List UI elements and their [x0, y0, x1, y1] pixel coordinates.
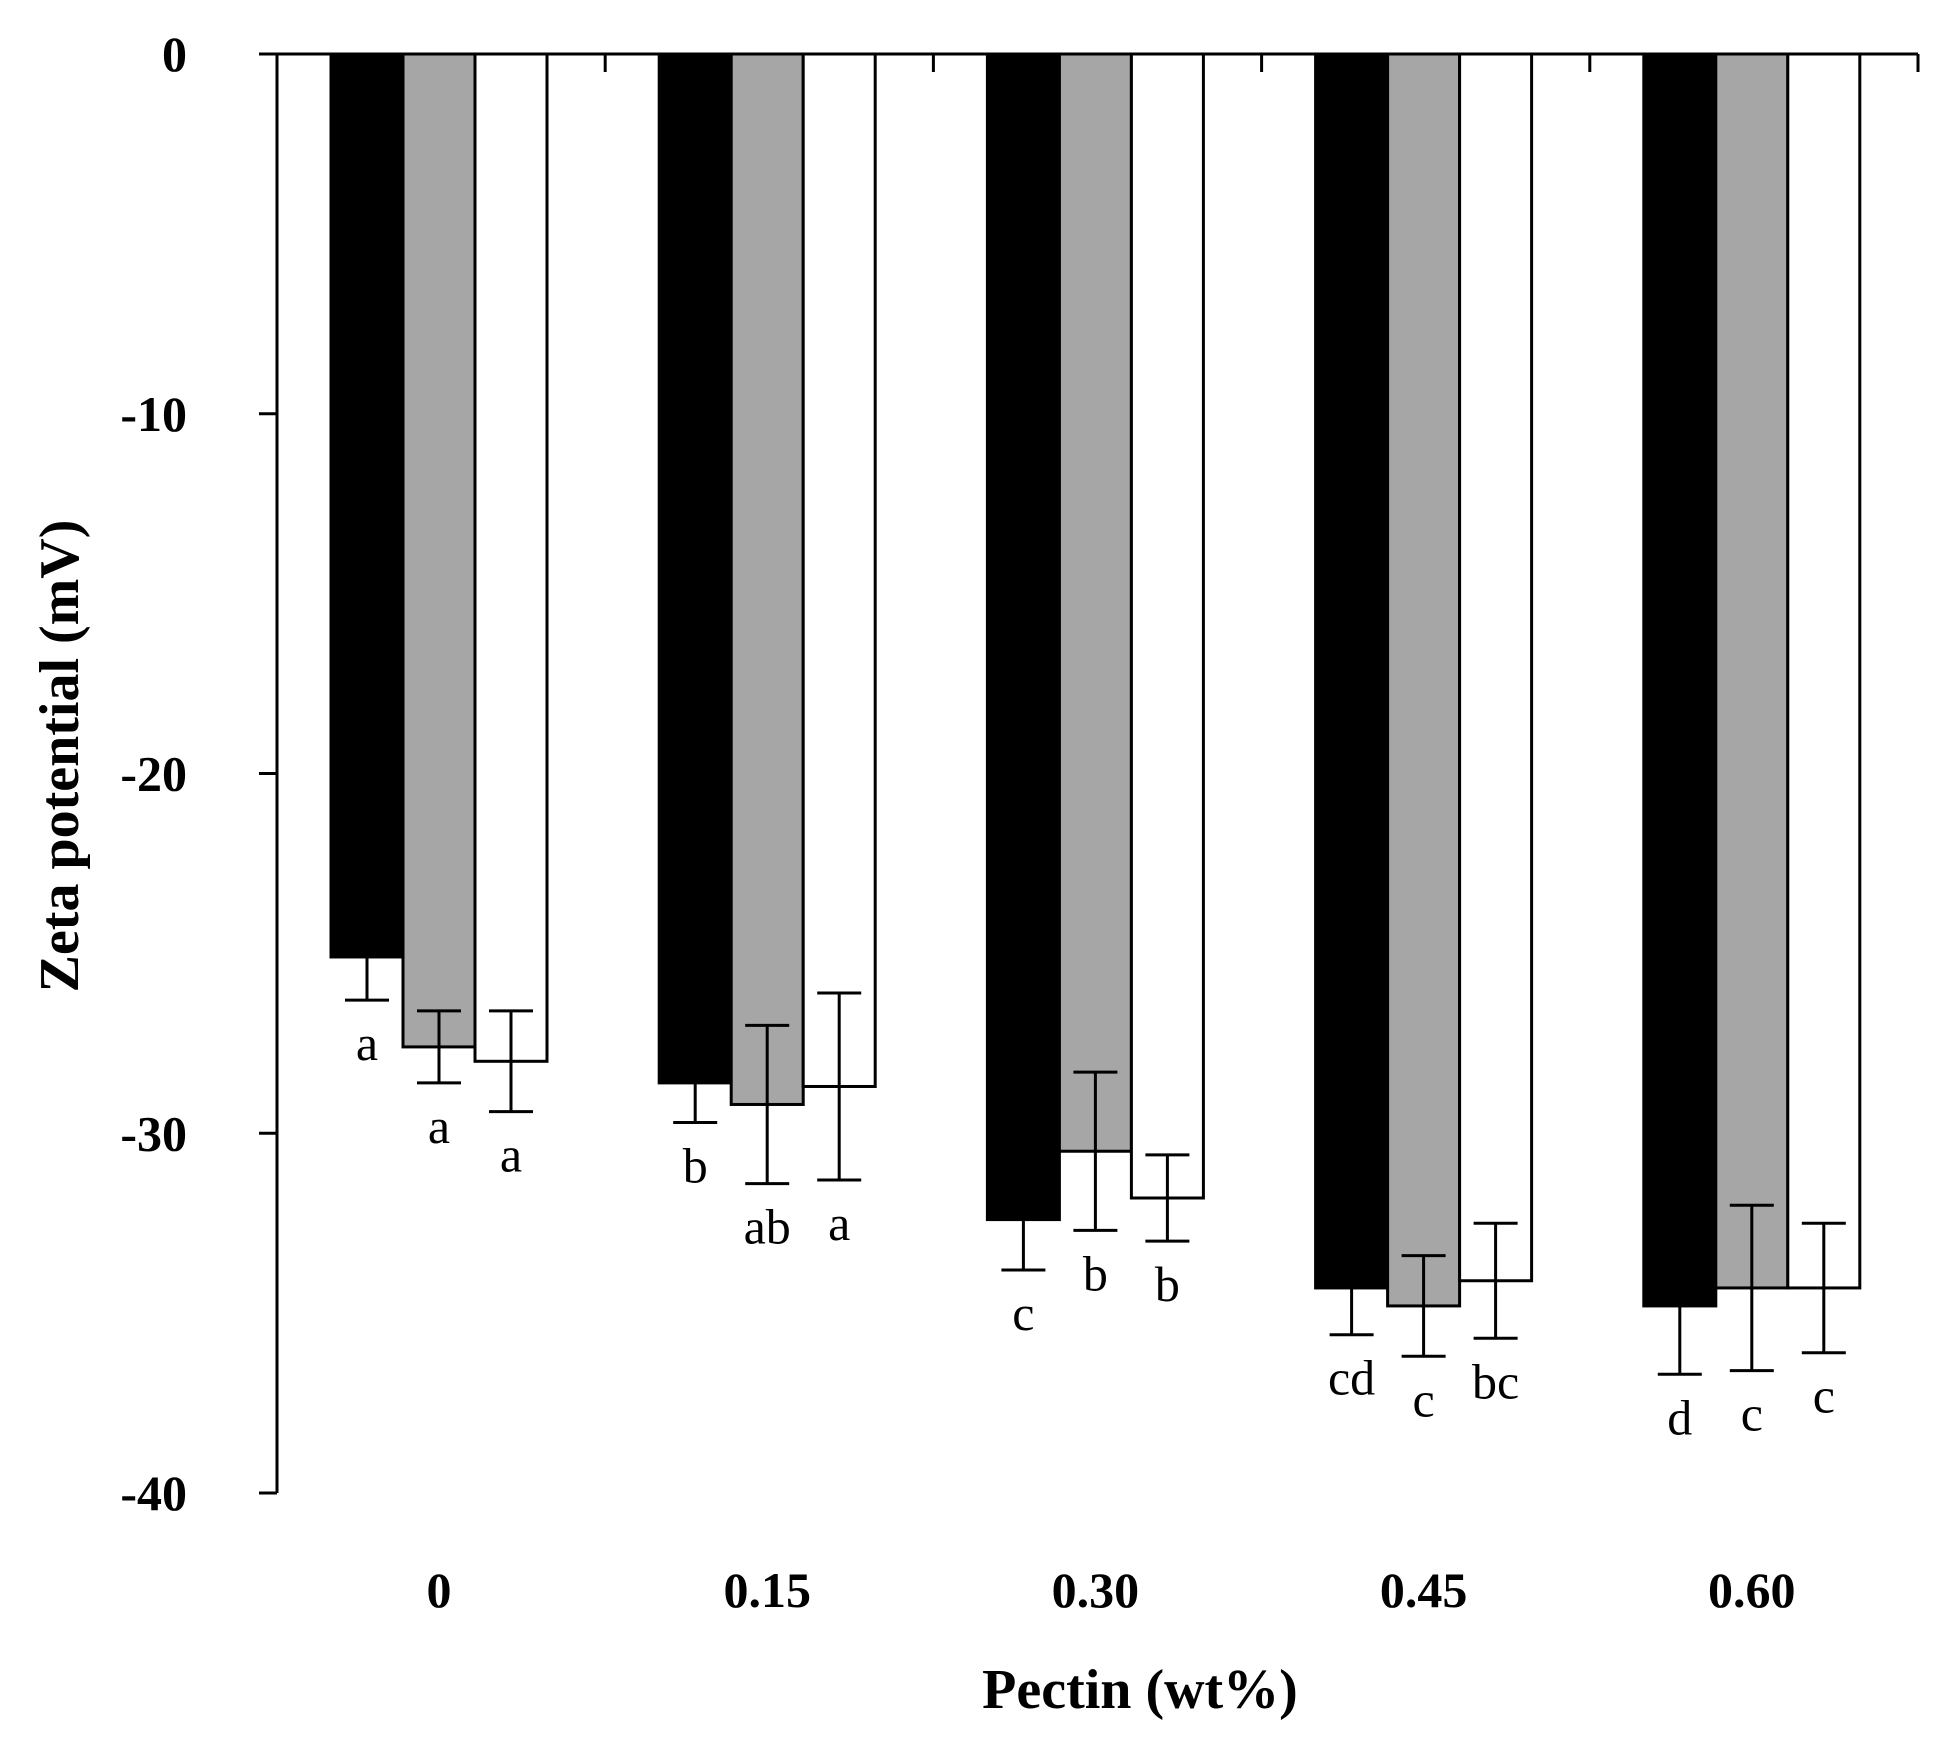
significance-letter-series3-0.15: a [828, 1195, 850, 1251]
bars-layer [329, 52, 1862, 1308]
error-bar-series3-0.60 [1801, 1221, 1846, 1355]
significance-letter-series1-0.60: d [1667, 1389, 1692, 1445]
error-bar-series1-0.15 [673, 1041, 718, 1124]
significance-letter-series3-0.30: b [1155, 1256, 1180, 1312]
significance-letter-series2-0.15: ab [744, 1199, 791, 1255]
significance-letter-series1-0: a [356, 1015, 378, 1071]
error-bar-series2-0.60 [1729, 1203, 1774, 1373]
significance-letter-series2-0.45: c [1412, 1371, 1434, 1427]
significance-letter-series2-0.30: b [1083, 1245, 1108, 1301]
error-bar-series2-0.30 [1073, 1070, 1118, 1232]
bar-series3-0.60 [1786, 52, 1862, 1290]
bar-series1-0.30 [985, 52, 1061, 1222]
bar-series1-0.45 [1314, 52, 1390, 1290]
error-bar-series1-0 [345, 912, 389, 1002]
y-tick-label: 0 [162, 26, 187, 82]
x-axis-title: Pectin (wt%) [982, 1659, 1298, 1721]
bar-series3-0.15 [801, 52, 877, 1088]
bar-series3-0.30 [1129, 52, 1205, 1200]
significance-letter-series2-0.60: c [1741, 1386, 1763, 1442]
error-bar-series3-0.45 [1473, 1221, 1518, 1340]
x-tick-label-0.60: 0.60 [1708, 1562, 1796, 1618]
bar-series2-0.60 [1714, 52, 1790, 1290]
bar-series2-0.30 [1057, 52, 1133, 1153]
error-bar-series3-0 [489, 1009, 533, 1114]
significance-letter-series2-0: a [428, 1098, 450, 1154]
x-tick-label-0: 0 [427, 1562, 452, 1618]
bar-series2-0 [401, 52, 477, 1049]
bar-series2-0.15 [729, 52, 805, 1106]
y-tick-label: -40 [120, 1465, 187, 1521]
x-tick-label-0.15: 0.15 [723, 1562, 811, 1618]
bar-series1-0.15 [657, 52, 733, 1085]
y-axis-title: Zeta potential (mV) [29, 520, 91, 993]
x-tick-label-0.45: 0.45 [1380, 1562, 1468, 1618]
error-bars-layer [345, 912, 1846, 1376]
error-bar-series1-0.30 [1001, 1167, 1046, 1272]
significance-letter-series3-0.45: bc [1472, 1353, 1519, 1409]
axes-layer [259, 52, 1920, 1495]
y-tick-label: -20 [120, 746, 187, 802]
error-bar-series3-0.15 [817, 991, 862, 1182]
error-bar-series1-0.60 [1657, 1236, 1702, 1376]
error-bar-series1-0.45 [1329, 1239, 1374, 1337]
significance-letter-series3-0.60: c [1813, 1368, 1835, 1424]
y-tick-label: -30 [120, 1105, 187, 1161]
bar-series2-0.45 [1386, 52, 1462, 1308]
error-bar-series2-0.45 [1401, 1254, 1446, 1358]
error-bar-series2-0 [417, 1009, 461, 1085]
bar-series3-0.45 [1458, 52, 1534, 1283]
x-tick-label-0.30: 0.30 [1052, 1562, 1140, 1618]
bar-series3-0 [473, 52, 549, 1063]
tick-labels-layer: 0 -10 -20 -30 -40 0 0.15 0.30 0.45 0.60 [120, 26, 1795, 1618]
significance-letter-series3-0: a [500, 1127, 522, 1183]
significance-letter-series1-0.15: b [683, 1137, 708, 1193]
error-bar-series3-0.30 [1145, 1153, 1190, 1243]
bar-series1-0 [329, 52, 405, 959]
significance-letter-series1-0.45: cd [1328, 1350, 1375, 1406]
error-bar-series2-0.15 [745, 1023, 790, 1186]
y-tick-label: -10 [120, 386, 187, 442]
bar-series1-0.60 [1642, 52, 1718, 1308]
significance-letter-series1-0.30: c [1012, 1285, 1034, 1341]
